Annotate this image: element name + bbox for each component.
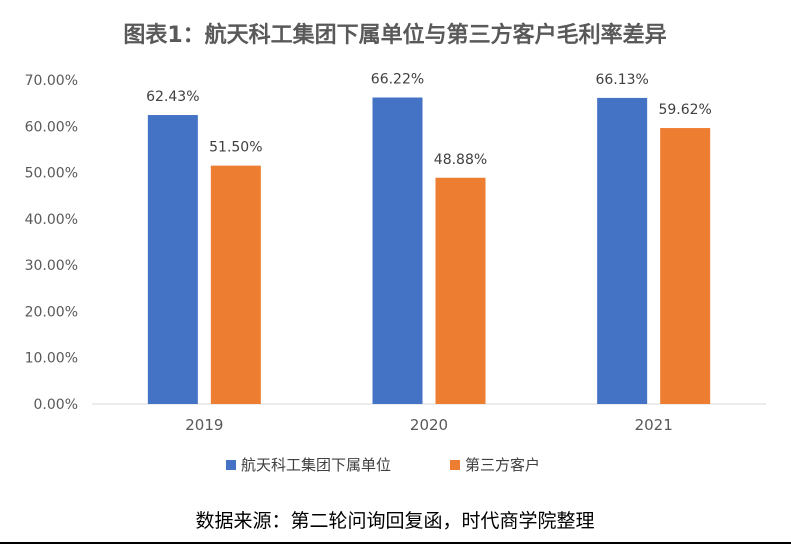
chart-title: 图表1：航天科工集团下属单位与第三方客户毛利率差异 [123,22,666,48]
data-label: 66.22% [371,71,424,87]
source-note: 数据来源：第二轮问询回复函，时代商学院整理 [195,510,594,532]
bars: 62.43% 51.50% 66.22% 48.88% 66.13% 59.62% [146,71,712,405]
legend: 航天科工集团下属单位 第三方客户 [226,456,540,474]
y-tick-label: 20.00% [25,304,78,320]
data-label: 66.13% [595,72,648,88]
x-tick-label: 2020 [410,416,448,434]
legend-swatch [450,460,460,470]
y-axis: 0.00% 10.00% 20.00% 30.00% 40.00% 50.00% 60.00… [25,73,78,413]
x-tick-label: 2021 [635,416,673,434]
legend-label: 第三方客户 [465,456,540,474]
y-tick-label: 30.00% [25,258,78,274]
bar-2019-series-0 [147,115,198,405]
y-tick-label: 70.00% [25,73,78,89]
y-tick-label: 50.00% [25,166,78,182]
data-label: 51.50% [209,140,262,156]
y-tick-label: 40.00% [25,212,78,228]
legend-swatch [226,460,236,470]
bar-2019-series-1 [210,165,261,404]
bar-2021-series-1 [660,128,711,405]
bar-2021-series-0 [597,97,648,405]
x-axis-labels: 2019 2020 2021 [185,416,673,434]
bar-2020-series-1 [435,177,486,404]
data-label: 48.88% [434,152,487,168]
bar-2020-series-0 [372,97,423,404]
y-tick-label: 60.00% [25,119,78,135]
data-label: 62.43% [146,89,199,105]
legend-label: 航天科工集团下属单位 [241,456,391,474]
data-label: 59.62% [658,102,711,118]
y-tick-label: 10.00% [25,351,78,367]
x-tick-label: 2019 [185,416,223,434]
y-tick-label: 0.00% [34,397,78,413]
